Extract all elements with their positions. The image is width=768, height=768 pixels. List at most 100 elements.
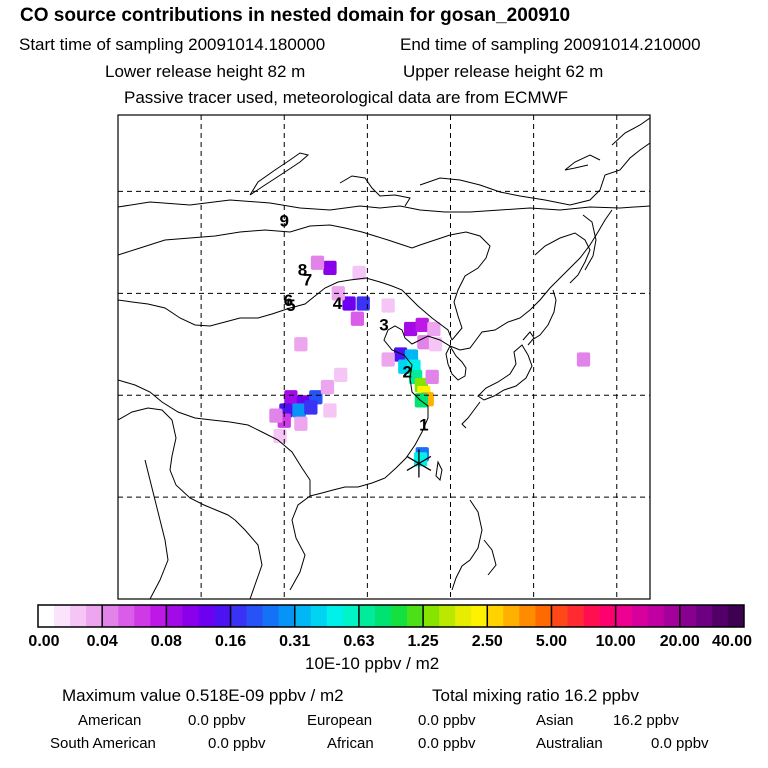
colorbar-tick-label: 40.00 — [712, 633, 752, 650]
colorbar-swatch — [230, 605, 247, 627]
plume-cell — [269, 408, 283, 423]
african-label: African — [327, 735, 374, 752]
trajectory-point-label: 2 — [403, 362, 412, 381]
start-time: Start time of sampling 20091014.180000 — [19, 35, 326, 54]
colorbar-swatch — [214, 605, 231, 627]
gridlines — [118, 115, 650, 599]
colorbar-swatch — [182, 605, 199, 627]
plume-layer — [269, 255, 591, 467]
colorbar-swatch — [583, 605, 600, 627]
colorbar-swatch — [102, 605, 119, 627]
maximum-value: Maximum value 0.518E-09 ppbv / m2 — [62, 686, 344, 705]
colorbar-tick-label: 5.00 — [536, 633, 567, 650]
end-time: End time of sampling 20091014.210000 — [400, 35, 701, 54]
colorbar-tick-label: 20.00 — [660, 633, 700, 650]
colorbar-swatch — [134, 605, 151, 627]
colorbar-tick-label: 1.25 — [408, 633, 439, 650]
plume-cell — [323, 260, 337, 275]
plume-cell — [304, 400, 318, 415]
plume-cell — [381, 352, 395, 367]
colorbar-swatch — [471, 605, 488, 627]
colorbar-swatch — [391, 605, 408, 627]
colorbar-swatch — [150, 605, 167, 627]
trajectory-point-label: 7 — [303, 271, 312, 290]
trajectory-point-label: 8 — [298, 260, 307, 279]
receptor-star-ray — [406, 455, 432, 472]
trajectory-point-label: 3 — [379, 315, 388, 334]
coastline-okhotsk — [534, 214, 597, 284]
coastline-china-korea — [309, 317, 521, 497]
colorbar-swatch — [439, 605, 456, 627]
colorbar-swatch — [86, 605, 103, 627]
total-mixing-ratio: Total mixing ratio 16.2 ppbv — [432, 686, 639, 705]
colorbar-swatch — [663, 605, 681, 627]
plume-cell — [284, 390, 298, 405]
plume-cell — [428, 337, 443, 352]
coastline-lena — [339, 175, 411, 207]
colorbar-swatch — [519, 605, 536, 627]
colorbar-tick-label: 2.50 — [472, 633, 503, 650]
european-value: 0.0 ppbv — [418, 712, 476, 729]
colorbar-swatch — [727, 605, 745, 627]
colorbar-swatch — [246, 605, 263, 627]
colorbar-swatch — [631, 605, 649, 627]
colorbar-swatch — [342, 605, 360, 627]
asian-label: Asian — [536, 712, 574, 729]
colorbar-swatch — [198, 605, 215, 627]
coastline-sakhalin — [531, 289, 557, 341]
colorbar-swatch — [326, 605, 344, 627]
coastline-philippines-taiwan — [435, 460, 497, 591]
colorbar-swatch — [70, 605, 87, 627]
coastline-pacific — [519, 117, 650, 319]
plume-cell — [342, 296, 356, 311]
colorbar-swatch — [679, 605, 697, 627]
australian-value: 0.0 ppbv — [651, 735, 709, 752]
american-label: American — [78, 712, 142, 729]
map-frame — [117, 114, 651, 600]
plume-cell — [576, 352, 591, 367]
lower-release-height: Lower release height 82 m — [105, 62, 306, 81]
plume-cell — [356, 296, 370, 311]
colorbar-swatch — [374, 605, 392, 627]
european-label: European — [307, 712, 373, 729]
plume-cell — [427, 321, 441, 337]
colorbar-tick-label: 0.31 — [279, 633, 310, 650]
plume-cell — [294, 337, 308, 352]
colorbar-swatch — [695, 605, 713, 627]
trajectory-point-label: 4 — [333, 294, 343, 313]
colorbar-swatch — [647, 605, 665, 627]
plume-cell — [350, 311, 365, 326]
colorbar-swatch — [503, 605, 520, 627]
coastline-east-siberian — [419, 142, 650, 206]
american-value: 0.0 ppbv — [188, 712, 246, 729]
chart-title: CO source contributions in nested domain… — [20, 5, 571, 26]
colorbar-swatch — [423, 605, 440, 627]
colorbar-swatch — [535, 605, 552, 627]
coastline-taymyr — [249, 152, 310, 196]
trajectory-point-label: 6 — [284, 291, 293, 310]
colorbar-swatch — [278, 605, 296, 627]
coastline-japan — [461, 331, 535, 429]
colorbar-swatch — [310, 605, 328, 627]
plume-cell — [417, 335, 431, 350]
colorbar-units: 10E-10 ppbv / m2 — [305, 654, 440, 673]
colorbar-tick-label: 0.08 — [151, 633, 182, 650]
asian-value: 16.2 ppbv — [613, 712, 679, 729]
colorbar-swatch — [567, 605, 584, 627]
colorbar-swatch — [711, 605, 729, 627]
colorbar-tick-label: 10.00 — [596, 633, 636, 650]
trajectory-point-label: 9 — [280, 211, 289, 230]
south-american-value: 0.0 ppbv — [208, 735, 266, 752]
colorbar-swatch — [166, 605, 183, 627]
upper-release-height: Upper release height 62 m — [403, 62, 604, 81]
plume-cell — [334, 367, 348, 382]
australian-label: Australian — [536, 735, 603, 752]
plume-cell — [403, 321, 418, 337]
colorbar-swatch — [615, 605, 632, 627]
plume-cell — [294, 416, 308, 431]
plume-cell — [352, 265, 366, 281]
trajectory-point-label: 1 — [419, 415, 428, 434]
plume-cell — [425, 369, 439, 385]
border-china — [118, 224, 491, 341]
